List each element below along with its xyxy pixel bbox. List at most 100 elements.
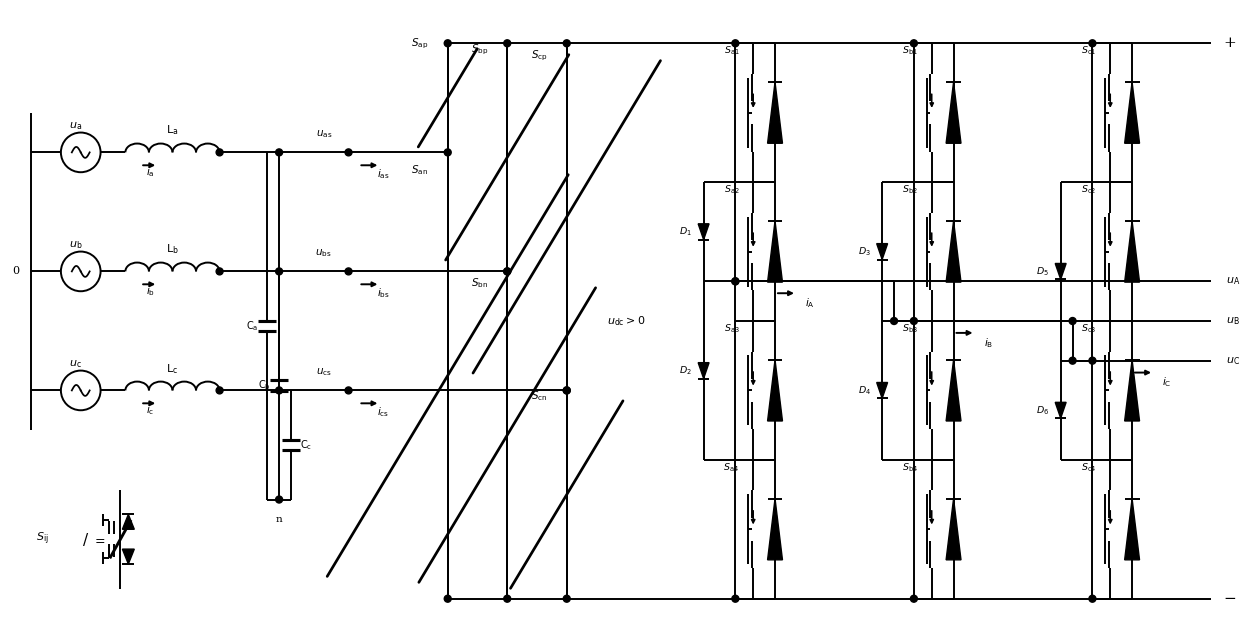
Text: $D_6$: $D_6$: [1037, 404, 1049, 417]
Polygon shape: [1125, 360, 1140, 421]
Text: $S_{\rm b3}$: $S_{\rm b3}$: [901, 322, 918, 335]
Circle shape: [910, 317, 918, 324]
Polygon shape: [946, 360, 961, 421]
Circle shape: [1069, 357, 1076, 364]
Polygon shape: [698, 224, 709, 240]
Text: $i_{\rm bs}$: $i_{\rm bs}$: [377, 287, 389, 300]
Polygon shape: [1055, 403, 1066, 418]
Text: $u_{\rm dc}{>}0$: $u_{\rm dc}{>}0$: [606, 314, 646, 328]
Text: $u_{\rm B}$: $u_{\rm B}$: [1226, 315, 1240, 327]
Text: $i_{\rm A}$: $i_{\rm A}$: [805, 296, 815, 310]
Polygon shape: [768, 499, 782, 560]
Circle shape: [503, 268, 511, 275]
Text: $\rm L_a$: $\rm L_a$: [166, 124, 179, 137]
Text: $\rm C_c$: $\rm C_c$: [300, 438, 312, 452]
Text: $S_{\rm c4}$: $S_{\rm c4}$: [1081, 462, 1096, 474]
Circle shape: [890, 317, 898, 324]
Text: $=$: $=$: [92, 533, 105, 545]
Text: $\rm L_b$: $\rm L_b$: [166, 243, 179, 256]
Polygon shape: [123, 515, 134, 529]
Text: $u_{\rm bs}$: $u_{\rm bs}$: [315, 247, 332, 260]
Circle shape: [345, 387, 352, 394]
Circle shape: [345, 149, 352, 156]
Text: $S_{\rm c1}$: $S_{\rm c1}$: [1081, 45, 1096, 58]
Circle shape: [275, 268, 283, 275]
Circle shape: [910, 40, 918, 47]
Text: $u_{\rm a}$: $u_{\rm a}$: [69, 120, 82, 131]
Text: $/$: $/$: [82, 531, 89, 547]
Polygon shape: [698, 363, 709, 379]
Polygon shape: [877, 244, 888, 260]
Text: +: +: [1224, 37, 1236, 50]
Polygon shape: [1055, 263, 1066, 279]
Circle shape: [563, 387, 570, 394]
Circle shape: [732, 40, 739, 47]
Text: $S_{\rm an}$: $S_{\rm an}$: [412, 163, 429, 177]
Circle shape: [563, 595, 570, 602]
Polygon shape: [768, 221, 782, 282]
Text: $u_{\rm as}$: $u_{\rm as}$: [315, 129, 332, 140]
Text: $u_{\rm A}$: $u_{\rm A}$: [1226, 276, 1240, 287]
Circle shape: [275, 387, 283, 394]
Text: $S_{\rm b2}$: $S_{\rm b2}$: [901, 184, 918, 196]
Circle shape: [275, 496, 283, 503]
Circle shape: [732, 278, 739, 285]
Polygon shape: [946, 499, 961, 560]
Text: $S_{\rm b4}$: $S_{\rm b4}$: [901, 462, 918, 474]
Text: $S_{\rm ap}$: $S_{\rm ap}$: [412, 37, 429, 51]
Text: $S_{\rm bn}$: $S_{\rm bn}$: [471, 276, 489, 290]
Circle shape: [910, 595, 918, 602]
Text: $S_{\rm c3}$: $S_{\rm c3}$: [1081, 322, 1096, 335]
Circle shape: [1089, 40, 1096, 47]
Circle shape: [216, 149, 223, 156]
Text: $i_{\rm as}$: $i_{\rm as}$: [377, 167, 389, 181]
Text: $u_{\rm c}$: $u_{\rm c}$: [69, 358, 82, 370]
Circle shape: [503, 268, 511, 275]
Text: $D_1$: $D_1$: [680, 226, 692, 238]
Circle shape: [1069, 317, 1076, 324]
Polygon shape: [768, 82, 782, 143]
Text: n: n: [275, 515, 283, 524]
Text: $S_{\rm bp}$: $S_{\rm bp}$: [471, 42, 489, 57]
Polygon shape: [123, 549, 134, 564]
Text: $D_5$: $D_5$: [1037, 265, 1049, 278]
Circle shape: [216, 387, 223, 394]
Polygon shape: [946, 82, 961, 143]
Text: $i_{\rm cs}$: $i_{\rm cs}$: [377, 405, 389, 419]
Polygon shape: [1125, 221, 1140, 282]
Text: $S_{\rm ij}$: $S_{\rm ij}$: [36, 531, 48, 547]
Text: $S_{\rm a2}$: $S_{\rm a2}$: [724, 184, 739, 196]
Text: $S_{\rm b1}$: $S_{\rm b1}$: [901, 45, 918, 58]
Circle shape: [444, 149, 451, 156]
Circle shape: [216, 268, 223, 275]
Circle shape: [1089, 595, 1096, 602]
Text: 0: 0: [12, 267, 20, 276]
Text: $u_{\rm b}$: $u_{\rm b}$: [69, 238, 83, 251]
Text: −: −: [1224, 592, 1236, 606]
Polygon shape: [1125, 499, 1140, 560]
Polygon shape: [946, 221, 961, 282]
Circle shape: [1089, 357, 1096, 364]
Circle shape: [503, 595, 511, 602]
Circle shape: [444, 595, 451, 602]
Text: $D_2$: $D_2$: [680, 364, 692, 377]
Circle shape: [345, 268, 352, 275]
Circle shape: [732, 595, 739, 602]
Text: $i_{\rm C}$: $i_{\rm C}$: [1162, 376, 1172, 389]
Text: $S_{\rm a4}$: $S_{\rm a4}$: [723, 462, 739, 474]
Text: $i_{\rm c}$: $i_{\rm c}$: [146, 403, 154, 417]
Text: $S_{\rm cp}$: $S_{\rm cp}$: [531, 49, 547, 63]
Polygon shape: [1125, 82, 1140, 143]
Text: $S_{\rm a1}$: $S_{\rm a1}$: [724, 45, 739, 58]
Text: $S_{\rm c2}$: $S_{\rm c2}$: [1081, 184, 1096, 196]
Circle shape: [563, 387, 570, 394]
Text: $\rm L_c$: $\rm L_c$: [166, 362, 179, 376]
Text: $D_3$: $D_3$: [858, 246, 870, 258]
Circle shape: [503, 40, 511, 47]
Circle shape: [275, 149, 283, 156]
Polygon shape: [768, 360, 782, 421]
Polygon shape: [877, 383, 888, 398]
Text: $S_{\rm cn}$: $S_{\rm cn}$: [531, 389, 547, 403]
Circle shape: [732, 278, 739, 285]
Text: $u_{\rm cs}$: $u_{\rm cs}$: [316, 367, 332, 378]
